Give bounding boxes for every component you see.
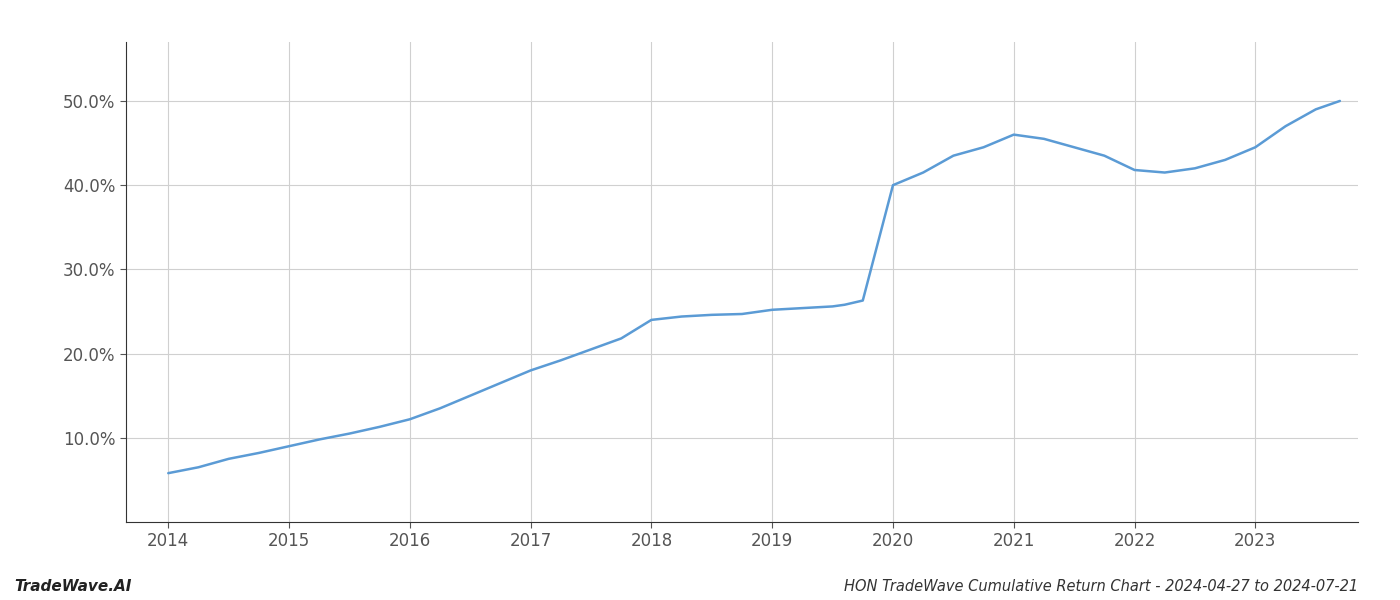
Text: HON TradeWave Cumulative Return Chart - 2024-04-27 to 2024-07-21: HON TradeWave Cumulative Return Chart - … — [844, 579, 1358, 594]
Text: TradeWave.AI: TradeWave.AI — [14, 579, 132, 594]
